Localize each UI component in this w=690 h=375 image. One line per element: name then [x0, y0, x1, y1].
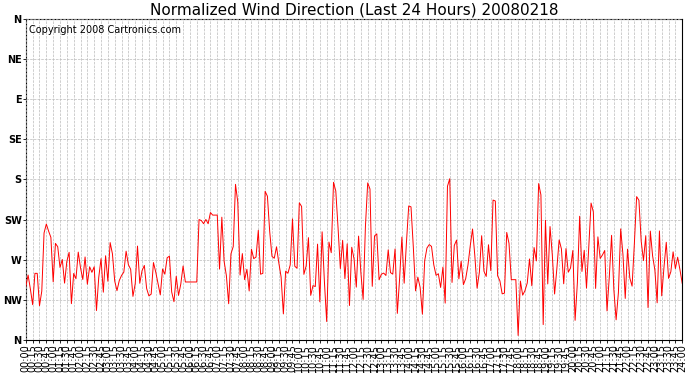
- Title: Normalized Wind Direction (Last 24 Hours) 20080218: Normalized Wind Direction (Last 24 Hours…: [150, 3, 558, 18]
- Text: Copyright 2008 Cartronics.com: Copyright 2008 Cartronics.com: [29, 26, 181, 35]
